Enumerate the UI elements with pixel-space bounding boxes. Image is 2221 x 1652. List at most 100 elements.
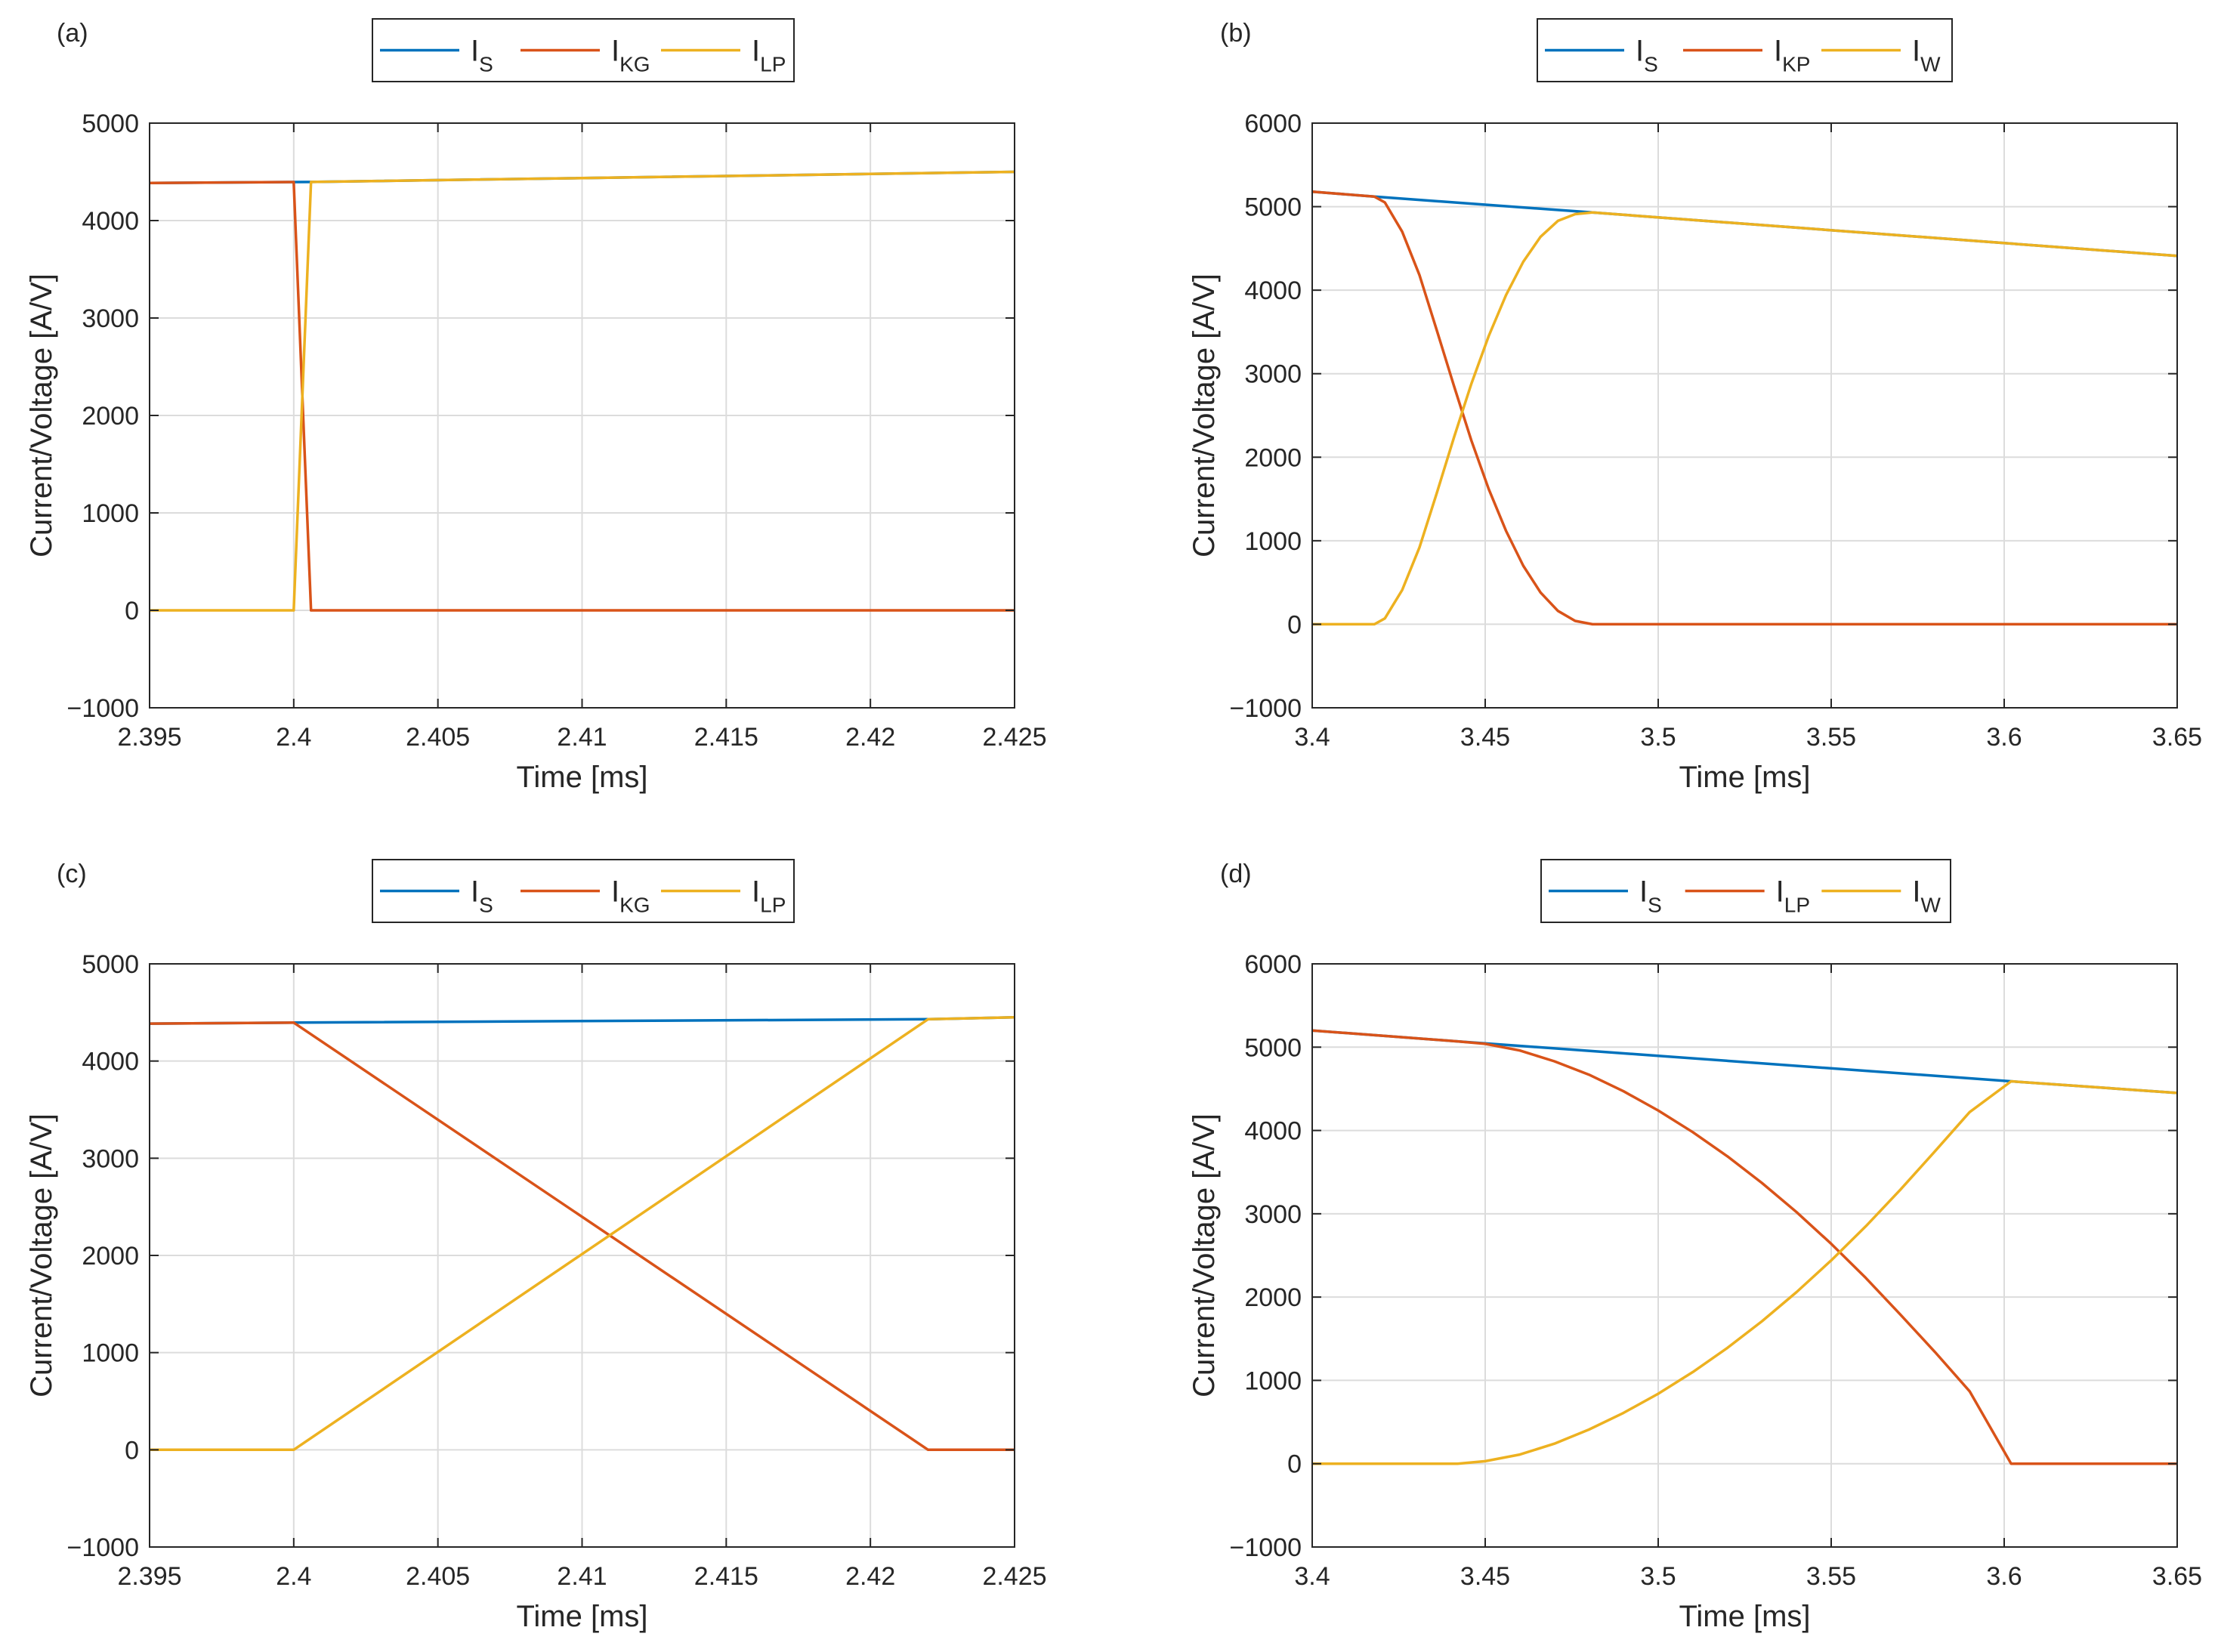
y-tick-label: 3000	[1244, 360, 1302, 389]
series-line-IW	[1312, 211, 2178, 626]
x-tick-label: 2.415	[694, 1562, 758, 1591]
axes-box	[1311, 963, 2178, 1548]
legend-entry-IW: IW	[1912, 875, 1941, 917]
x-axis-label: Time [ms]	[516, 761, 647, 794]
y-tick-label: 0	[125, 597, 139, 625]
legend-entry-IKP: IKP	[1774, 35, 1810, 76]
y-tick-label: −1000	[67, 1533, 140, 1562]
y-tick-label: 5000	[1244, 193, 1302, 222]
x-tick-label: 3.55	[1806, 1562, 1856, 1591]
x-tick-label: 3.4	[1294, 1562, 1330, 1591]
y-tick-label: 2000	[82, 1242, 139, 1271]
panel-label: (b)	[1220, 19, 1252, 48]
x-tick-label: 2.405	[406, 723, 470, 752]
y-tick-label: 1000	[82, 499, 139, 528]
x-tick-label: 3.55	[1806, 723, 1856, 752]
y-tick-label: 0	[1287, 1450, 1302, 1479]
series-line-IKG	[149, 1021, 1015, 1452]
x-tick-label: 3.5	[1640, 1562, 1676, 1591]
panel-label: (d)	[1220, 860, 1252, 888]
legend-entry-ILP: ILP	[752, 875, 786, 917]
legend-entry-IS: IS	[1639, 875, 1662, 917]
legend-entry-IKG: IKG	[611, 35, 650, 76]
y-tick-label: 5000	[82, 110, 139, 138]
legend-entry-IS: IS	[1636, 35, 1658, 76]
plot-area	[1312, 964, 2177, 1547]
plot-area	[1312, 123, 2177, 708]
y-axis-label: Current/Voltage [A/V]	[1188, 273, 1221, 557]
y-tick-label: −1000	[67, 694, 140, 723]
y-tick-label: 2000	[1244, 1283, 1302, 1312]
legend-entry-IS: IS	[471, 875, 493, 917]
x-tick-label: 3.65	[2152, 1562, 2202, 1591]
panel-label: (a)	[57, 19, 88, 48]
x-tick-label: 2.42	[845, 1562, 895, 1591]
x-tick-label: 2.42	[845, 723, 895, 752]
legend-entry-IW: IW	[1912, 35, 1941, 76]
x-tick-label: 2.41	[557, 723, 607, 752]
y-tick-label: 1000	[1244, 1366, 1302, 1395]
y-tick-label: 0	[1287, 610, 1302, 639]
x-tick-label: 3.45	[1460, 1562, 1510, 1591]
y-tick-label: 6000	[1244, 950, 1302, 979]
y-tick-label: 4000	[82, 1048, 139, 1076]
x-axis-label: Time [ms]	[1679, 761, 1810, 794]
x-axis-label: Time [ms]	[1679, 1600, 1810, 1633]
x-tick-label: 3.6	[1986, 1562, 2022, 1591]
y-tick-label: 4000	[82, 207, 139, 236]
y-tick-label: 5000	[82, 950, 139, 979]
x-tick-label: 3.6	[1986, 723, 2022, 752]
y-tick-label: −1000	[1230, 694, 1302, 723]
x-tick-label: 2.395	[117, 1562, 181, 1591]
y-tick-label: 4000	[1244, 1117, 1302, 1146]
panel-3: (c) 2.395 2.4 2.405 2.41 2.415 2.42 2.425 −1000 0…	[25, 859, 1047, 1633]
legend-entry-ILP: ILP	[1776, 875, 1810, 917]
y-tick-label: 3000	[1244, 1200, 1302, 1229]
legend: IS IKG ILP	[372, 18, 795, 82]
series-line-ILP	[150, 170, 1015, 612]
y-tick-label: 1000	[82, 1339, 139, 1368]
x-tick-label: 2.4	[276, 723, 311, 752]
y-tick-label: 5000	[1244, 1033, 1302, 1062]
panel-2: (b) 3.4 3.45 3.5 3.55 3.6 3.65 −1000 0 1000 2000 30…	[1188, 18, 2202, 794]
y-axis-label: Current/Voltage [A/V]	[25, 273, 58, 557]
x-tick-label: 2.425	[982, 723, 1046, 752]
x-axis-label: Time [ms]	[516, 1600, 647, 1633]
panel-label: (c)	[57, 860, 87, 888]
x-tick-label: 2.415	[694, 723, 758, 752]
legend: IS ILP IW	[1540, 859, 1951, 923]
x-tick-label: 3.4	[1294, 723, 1330, 752]
x-tick-label: 2.425	[982, 1562, 1046, 1591]
y-tick-label: 6000	[1244, 110, 1302, 138]
x-tick-label: 3.45	[1460, 723, 1510, 752]
y-tick-label: 2000	[1244, 443, 1302, 472]
y-tick-label: 3000	[82, 1144, 139, 1173]
x-tick-label: 2.4	[276, 1562, 311, 1591]
series-line-ILP	[150, 1016, 1015, 1452]
panel-1: (a) 2.395 2.4 2.405 2.41 2.415 2.42 2.425 −1000 0…	[25, 18, 1047, 794]
y-tick-label: 2000	[82, 402, 139, 431]
y-tick-label: 1000	[1244, 527, 1302, 556]
x-tick-label: 2.395	[117, 723, 181, 752]
y-tick-label: −1000	[1230, 1533, 1302, 1562]
x-tick-label: 3.65	[2152, 723, 2202, 752]
x-tick-label: 2.405	[406, 1562, 470, 1591]
y-tick-label: 0	[125, 1436, 139, 1465]
x-tick-label: 2.41	[557, 1562, 607, 1591]
series-line-IKP	[1311, 190, 2177, 626]
legend-entry-IS: IS	[471, 35, 493, 76]
y-axis-label: Current/Voltage [A/V]	[25, 1113, 58, 1397]
series-line-IW	[1312, 1079, 2178, 1465]
series-line-ILP	[1311, 1029, 2177, 1465]
legend-entry-ILP: ILP	[752, 35, 786, 76]
legend: IS IKG ILP	[372, 859, 795, 923]
x-tick-label: 3.5	[1640, 723, 1676, 752]
legend: IS IKP IW	[1537, 18, 1953, 82]
axes-box	[1311, 122, 2178, 709]
y-tick-label: 4000	[1244, 276, 1302, 305]
y-tick-label: 3000	[82, 304, 139, 333]
panel-4: (d) 3.4 3.45 3.5 3.55 3.6 3.65 −1000 0 1000 2000 30…	[1188, 859, 2202, 1633]
y-axis-label: Current/Voltage [A/V]	[1188, 1113, 1221, 1397]
legend-entry-IKG: IKG	[611, 875, 650, 917]
